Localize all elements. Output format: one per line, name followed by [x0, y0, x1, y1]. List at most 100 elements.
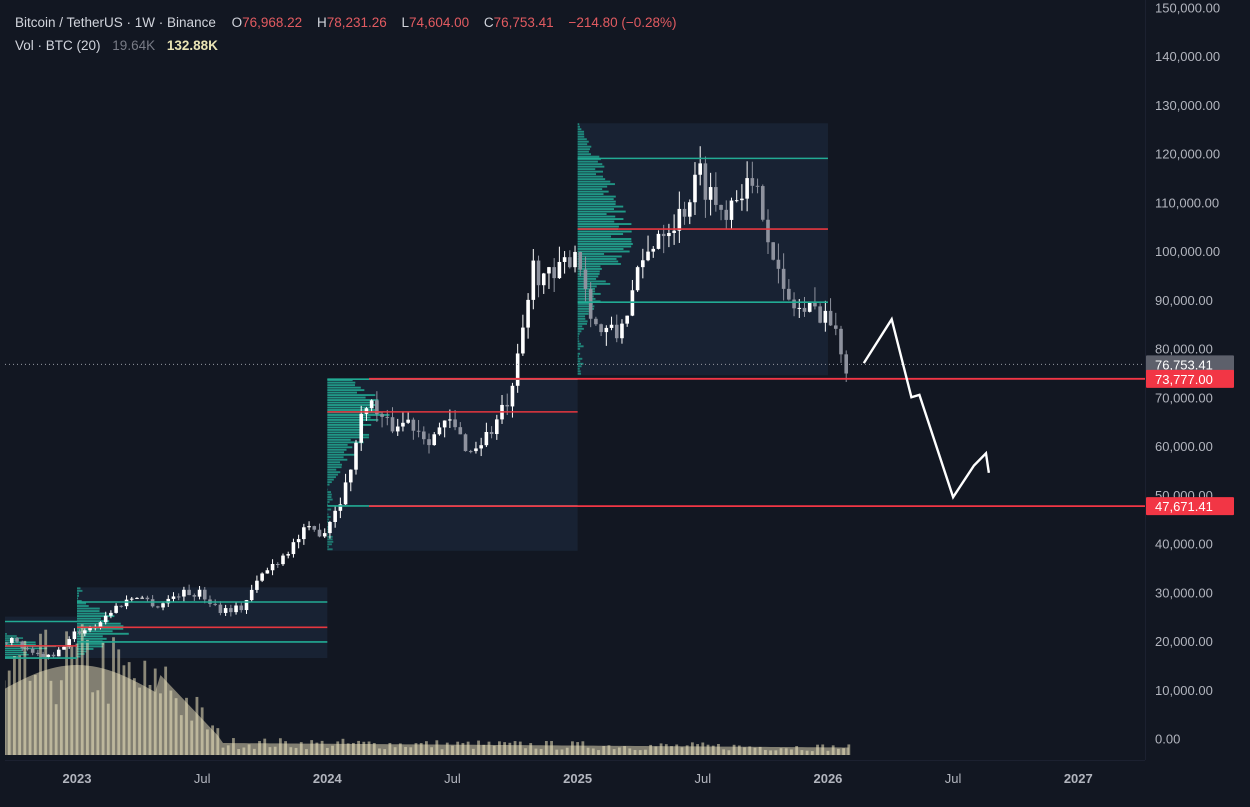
profile-bar: [577, 315, 586, 318]
y-tick-label: 10,000.00: [1155, 683, 1213, 698]
profile-bar: [577, 155, 600, 158]
profile-bar: [577, 173, 597, 176]
profile-bar: [327, 431, 362, 434]
candle-body: [651, 248, 656, 252]
candle-body: [839, 328, 843, 355]
candle-body: [255, 580, 259, 590]
candle-body: [406, 419, 410, 423]
candle-body: [698, 163, 702, 175]
y-tick-label: 130,000.00: [1155, 98, 1220, 113]
candle-body: [766, 219, 770, 243]
profile-bar: [77, 632, 129, 635]
candle-body: [302, 527, 306, 540]
candle-body: [354, 442, 358, 470]
profile-bar: [77, 635, 103, 638]
candle-body: [380, 414, 384, 417]
y-tick-label: 20,000.00: [1155, 634, 1213, 649]
candle-body: [495, 419, 499, 435]
profile-bar: [327, 446, 353, 449]
profile-bar: [327, 421, 364, 424]
profile-bar: [77, 630, 113, 633]
profile-bar: [327, 453, 357, 456]
candle-body: [484, 431, 489, 446]
candle-body: [343, 482, 348, 505]
candle-body: [750, 178, 755, 186]
profile-bar: [577, 302, 593, 305]
candle-body: [416, 430, 421, 432]
candle-body: [46, 654, 51, 657]
profile-bar: [577, 342, 581, 345]
symbol-row: Bitcoin / TetherUS · 1W · Binance O76,96…: [15, 13, 688, 36]
candle-body: [625, 315, 629, 324]
y-tick-label: 30,000.00: [1155, 585, 1213, 600]
y-tick-label: 90,000.00: [1155, 293, 1213, 308]
time-axis[interactable]: 2023 Jul 2024 Jul 2025 Jul 2026 Jul 2027: [5, 760, 1145, 795]
candle-body: [661, 233, 666, 237]
profile-bar: [577, 148, 590, 151]
candle-body: [395, 426, 400, 432]
profile-bar: [77, 610, 100, 613]
projection-path: [862, 316, 991, 500]
candle-body: [328, 522, 332, 534]
profile-bar: [327, 414, 390, 416]
profile-bar: [577, 180, 611, 183]
candle-body: [192, 595, 197, 597]
profile-bar: [577, 215, 616, 218]
profile-bar: [577, 138, 587, 141]
plot-area[interactable]: [0, 0, 1145, 760]
profile-bar: [577, 178, 606, 181]
profile-bar: [327, 396, 366, 399]
candle-body: [552, 267, 556, 279]
candle-body: [30, 648, 35, 653]
profile-bar: [327, 458, 348, 461]
profile-bar: [577, 183, 615, 186]
profile-bar: [577, 310, 590, 313]
candle-body: [322, 533, 327, 537]
profile-bar: [77, 597, 79, 600]
profile-bar: [577, 240, 632, 243]
x-tick-label: 2025: [563, 771, 592, 786]
volume-label[interactable]: Vol · BTC (20): [15, 38, 101, 53]
profile-bar: [577, 340, 580, 343]
candle-body: [166, 598, 171, 604]
candle-body: [239, 605, 244, 611]
profile-bar: [327, 456, 344, 459]
profile-bar: [577, 190, 609, 193]
low-value: 74,604.00: [409, 15, 470, 30]
candle-body: [145, 597, 150, 600]
profile-bar: [77, 599, 82, 602]
profile-bar: [327, 468, 337, 471]
profile-bar: [327, 491, 332, 494]
profile-bar: [327, 448, 347, 451]
y-tick-label: 60,000.00: [1155, 439, 1213, 454]
candle-body: [802, 307, 807, 312]
profile-bar: [327, 530, 328, 533]
candle-body: [614, 324, 619, 339]
candle-body: [818, 306, 822, 323]
symbol-title[interactable]: Bitcoin / TetherUS · 1W · Binance: [15, 15, 216, 30]
profile-bar: [577, 123, 580, 126]
candle-body: [83, 630, 87, 634]
price-chart[interactable]: [0, 0, 1145, 760]
candle-body: [176, 596, 181, 598]
candle-body: [833, 325, 838, 329]
profile-bar: [577, 352, 581, 355]
profile-bar: [577, 153, 591, 156]
profile-bar: [77, 645, 104, 648]
y-tick-label: 40,000.00: [1155, 537, 1213, 552]
candle-body: [828, 310, 833, 326]
candle-body: [317, 529, 322, 537]
candle-body: [776, 259, 781, 269]
profile-bar: [577, 268, 602, 270]
profile-bar: [327, 386, 361, 389]
profile-bar: [327, 423, 372, 426]
profile-bar: [577, 160, 598, 163]
profile-bar: [577, 337, 579, 340]
price-axis[interactable]: 0.00 10,000.00 20,000.00 30,000.00 40,000.00…: [1145, 0, 1250, 760]
profile-bar: [77, 620, 110, 623]
candle-body: [202, 589, 207, 600]
candle-body: [427, 439, 431, 446]
y-tick-label: 0.00: [1155, 732, 1180, 747]
candle-body: [333, 510, 337, 523]
profile-bar: [0, 633, 8, 635]
